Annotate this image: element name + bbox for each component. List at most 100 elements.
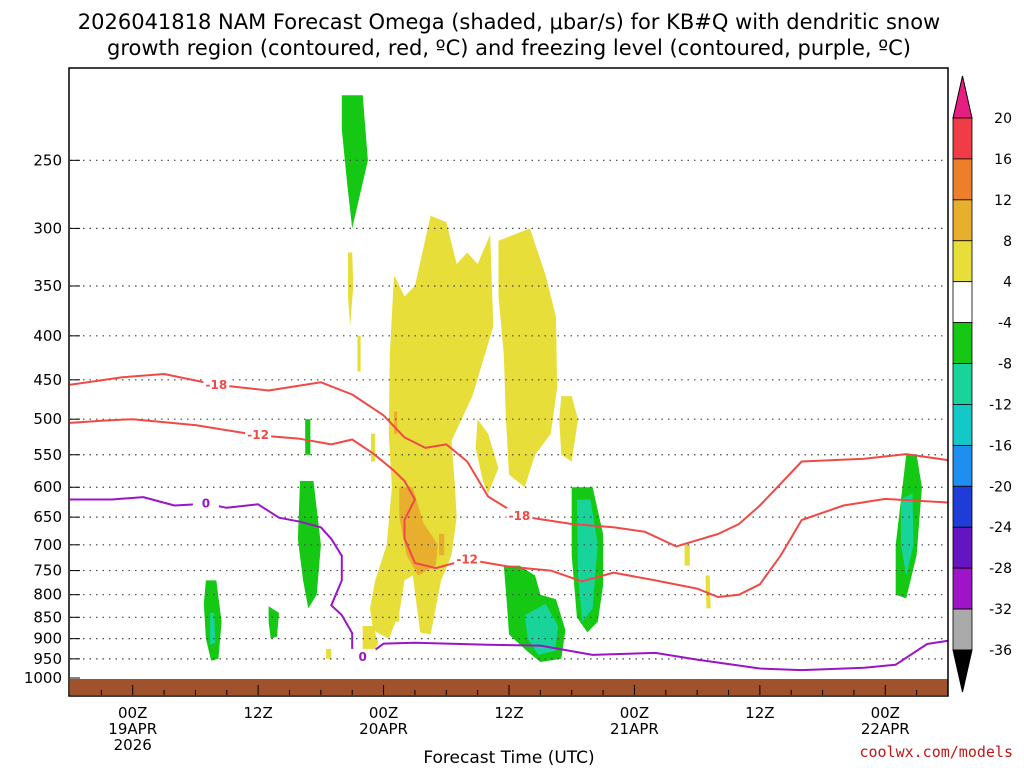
- colorbar-label-7: -12: [989, 397, 1012, 413]
- contour-label-bg-0-0: [203, 376, 230, 392]
- xtick-label-6-3: 2026: [114, 736, 152, 754]
- colorbar-label-5: -4: [998, 316, 1012, 332]
- ytick-label-800: 800: [33, 586, 62, 604]
- omega-region-2-6: [559, 396, 578, 462]
- omega-region-2-11: [326, 648, 332, 659]
- colorbar-label-1: 16: [994, 152, 1012, 168]
- colorbar-swatch-12: [952, 608, 973, 651]
- omega-region-1-2: [576, 499, 598, 622]
- contour-label-1-0: -12: [247, 428, 269, 442]
- ytick-label-900: 900: [33, 630, 62, 648]
- omega-region-1-1: [524, 603, 559, 655]
- colorbar-bottom-arrow: [952, 649, 973, 693]
- xtick-label-54-2: 21APR: [610, 720, 659, 738]
- colorbar-swatch-0: [952, 117, 973, 160]
- omega-region-2-1: [357, 335, 361, 372]
- xtick-label-78-2: 22APR: [861, 720, 910, 738]
- omega-region-0-0: [341, 95, 368, 229]
- contour-1: [69, 418, 949, 598]
- colorbar-swatch-3: [952, 240, 973, 283]
- ytick-label-950: 950: [33, 650, 62, 668]
- chart-title-line-1: 2026041818 NAM Forecast Omega (shaded, μ…: [78, 10, 940, 34]
- omega-colorbar: 20 16 12 8 4 -4 -8 -12 -16 -20 -24 -28 -32 -36: [952, 75, 1012, 693]
- omega-region-2-8: [388, 601, 400, 622]
- xtick-label-54-1: 00Z: [620, 704, 649, 722]
- xtick-label-66-1: 12Z: [745, 704, 774, 722]
- colorbar-swatch-4: [952, 281, 973, 324]
- colorbar-swatch-10: [952, 526, 973, 569]
- colorbar-label-6: -8: [998, 357, 1012, 373]
- omega-region-2-3: [370, 215, 494, 639]
- colorbar-label-2: 12: [994, 193, 1012, 209]
- xtick-label-42-1: 12Z: [494, 704, 523, 722]
- xtick-label-30-1: 00Z: [369, 704, 398, 722]
- ytick-label-450: 450: [33, 371, 62, 389]
- temperature-contours-layer: -18 -18 -12 -12 0 0: [69, 373, 949, 672]
- contour-label-0-0: -18: [205, 378, 227, 392]
- ytick-label-250: 250: [33, 151, 62, 169]
- omega-region-0-8: [305, 419, 311, 455]
- colorbar-top-arrow: [952, 75, 973, 119]
- omega-region-2-9: [684, 544, 690, 566]
- omega-region-2-5: [475, 419, 499, 494]
- ytick-label-350: 350: [33, 277, 62, 295]
- colorbar-swatch-11: [952, 567, 973, 610]
- contour-label-0-1: -18: [509, 509, 531, 523]
- colorbar-label-3: 8: [1003, 234, 1012, 250]
- xtick-label-30-2: 20APR: [359, 720, 408, 738]
- xtick-label-6-1: 00Z: [118, 704, 147, 722]
- colorbar-label-0: 20: [994, 111, 1012, 127]
- pressure-axis: 250 300 350 400 450 500 550 600 650 700 750 800 850 9…: [24, 151, 80, 687]
- contour-label-bg-0-1: [506, 507, 533, 523]
- colorbar-label-4: 4: [1003, 275, 1012, 291]
- colorbar-label-8: -16: [989, 438, 1012, 454]
- omega-region-0-4: [306, 517, 314, 604]
- plot-frame: [68, 67, 949, 697]
- ytick-label-600: 600: [33, 478, 62, 496]
- contour-label-bg-1-0: [245, 427, 272, 443]
- contour-0: [69, 373, 949, 548]
- omega-region-2-7: [362, 626, 379, 653]
- contour-label-bg-2-1: [349, 648, 376, 664]
- xtick-label-18-1: 12Z: [243, 704, 272, 722]
- ytick-label-700: 700: [33, 536, 62, 554]
- colorbar-swatch-7: [952, 404, 973, 446]
- colorbar-label-13: -36: [989, 643, 1012, 659]
- chart-title-line-2: growth region (contoured, red, ºC) and f…: [107, 36, 911, 60]
- ytick-label-500: 500: [33, 410, 62, 428]
- ytick-label-850: 850: [33, 608, 62, 626]
- xtick-label-78-1: 00Z: [871, 704, 900, 722]
- contour-label-bg-1-1: [454, 551, 481, 567]
- omega-shading-layer: [203, 95, 922, 662]
- colorbar-label-11: -28: [989, 561, 1012, 577]
- contour-label-2-0: 0: [202, 497, 210, 511]
- ytick-label-750: 750: [33, 562, 62, 580]
- omega-region-0-2: [268, 606, 279, 639]
- ytick-label-1000: 1000: [24, 669, 62, 687]
- colorbar-swatch-2: [952, 199, 973, 242]
- ytick-label-400: 400: [33, 327, 62, 345]
- contour-label-2-1: 0: [358, 650, 366, 664]
- ytick-label-550: 550: [33, 446, 62, 464]
- ytick-label-650: 650: [33, 508, 62, 526]
- omega-region-1-0: [210, 612, 216, 645]
- colorbar-label-9: -20: [989, 479, 1012, 495]
- contour-label-1-1: -12: [456, 552, 478, 566]
- colorbar-label-10: -24: [989, 520, 1012, 536]
- x-axis-label: Forecast Time (UTC): [423, 748, 594, 768]
- contour-2: [70, 496, 949, 672]
- colorbar-swatch-1: [952, 158, 973, 201]
- colorbar-swatch-5: [952, 322, 973, 364]
- colorbar-swatch-9: [952, 485, 973, 528]
- colorbar-swatch-8: [952, 444, 973, 487]
- colorbar-swatch-6: [952, 363, 973, 405]
- omega-region-2-0: [348, 252, 354, 327]
- contour-label-bg-2-0: [192, 495, 219, 511]
- source-credit: coolwx.com/models: [859, 743, 1013, 761]
- xtick-label-6-2: 19APR: [108, 720, 157, 738]
- ytick-label-300: 300: [33, 219, 62, 237]
- omega-region-2-2: [371, 433, 376, 462]
- omega-region-2-4: [498, 228, 558, 488]
